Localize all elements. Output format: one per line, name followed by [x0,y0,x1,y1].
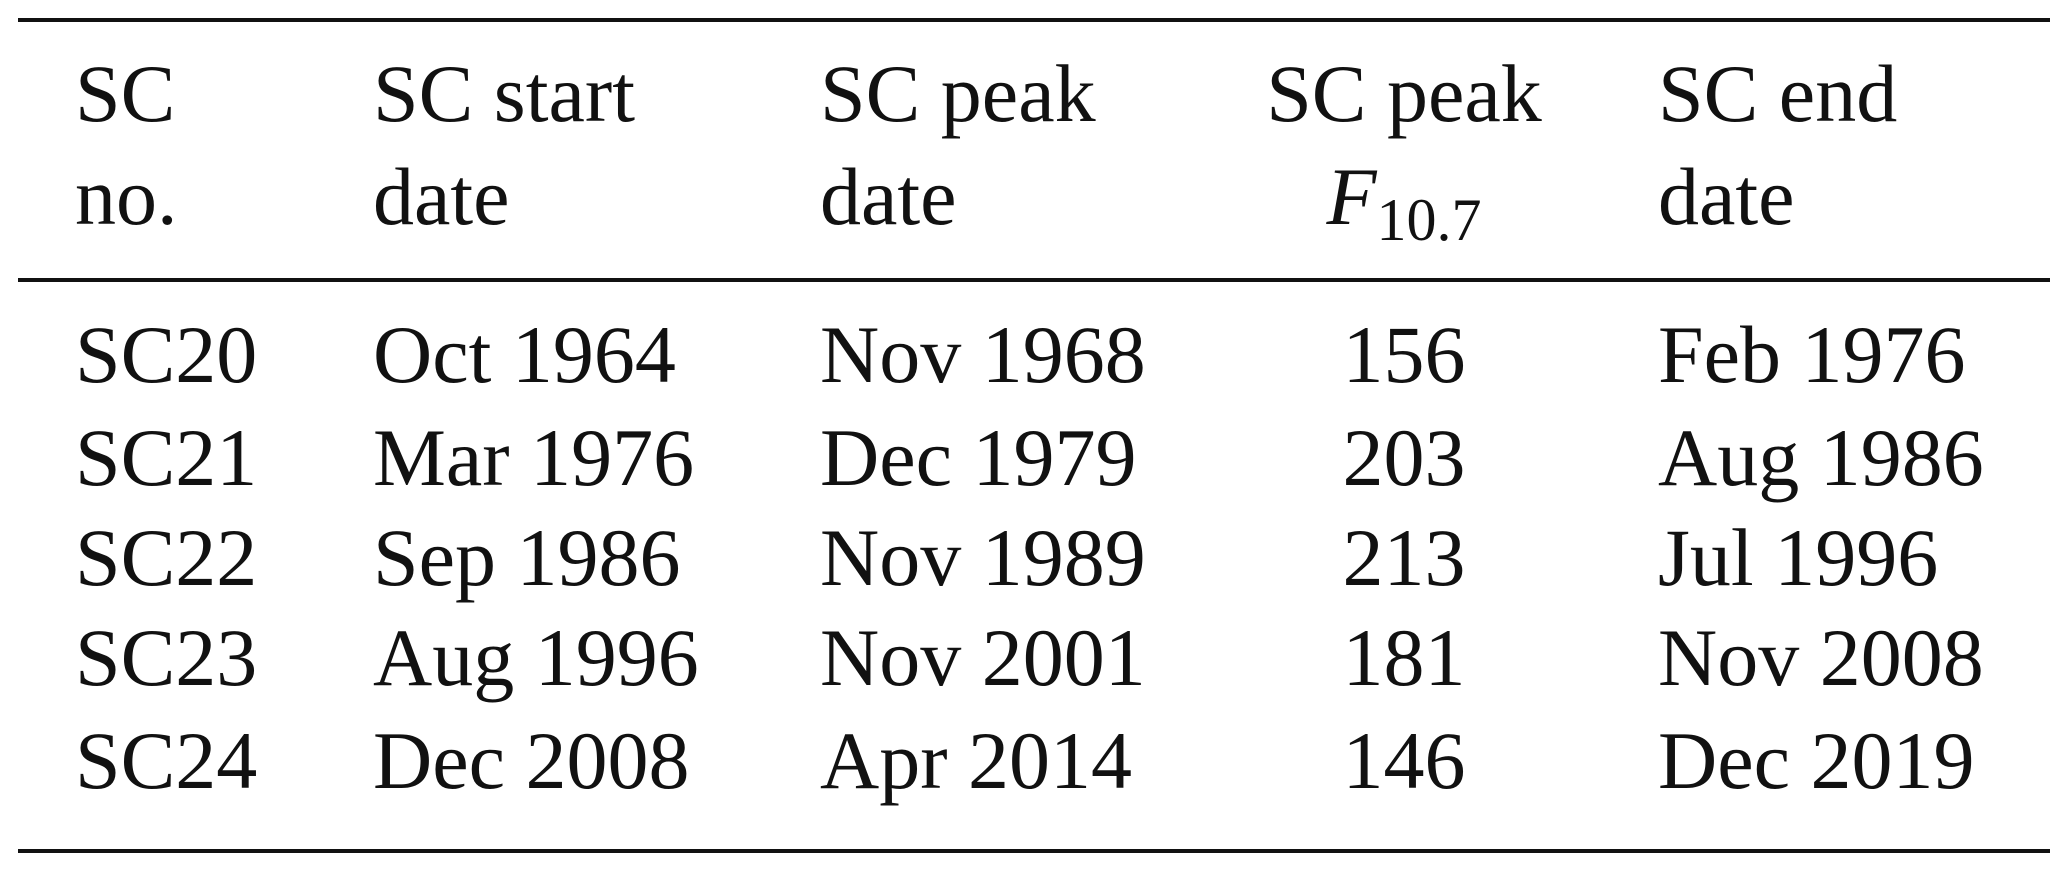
header-text: SC start [373,48,635,139]
cell-text: Dec 2019 [1658,715,1975,806]
cell-text: 146 [1343,715,1466,806]
cell-text: SC22 [75,512,257,603]
header-text: date [1658,151,1795,242]
cell-text: Sep 1986 [373,512,681,603]
cell-text: Dec 1979 [820,412,1137,503]
cell-text: Apr 2014 [820,715,1132,806]
cell-text: 181 [1343,612,1466,703]
cell-text: 203 [1343,412,1466,503]
cell-text: SC20 [75,309,257,400]
cell-text: Mar 1976 [373,412,694,503]
cell-text: SC21 [75,412,257,503]
header-symbol: F [1325,151,1377,242]
header-text: SC peak [820,48,1096,139]
cell-text: Nov 1968 [820,309,1146,400]
cell-text: 213 [1343,512,1466,603]
header-text: SC [75,48,175,139]
header-text: no. [75,151,178,242]
cell-text: Aug 1986 [1658,412,1984,503]
cell-text: Aug 1996 [373,612,699,703]
header-text: F10.7 [1325,151,1481,253]
cell-text: 156 [1343,309,1466,400]
header-text: date [373,151,510,242]
cell-text: SC23 [75,612,257,703]
header-text: date [820,151,957,242]
cell-text: Dec 2008 [373,715,690,806]
header-text: SC end [1658,48,1897,139]
header-subscript: 10.7 [1377,187,1482,253]
cell-text: Feb 1976 [1658,309,1966,400]
cell-text: SC24 [75,715,257,806]
header-text: SC peak [1266,48,1542,139]
cell-text: Nov 1989 [820,512,1146,603]
cell-text: Jul 1996 [1658,512,1938,603]
cell-text: Nov 2008 [1658,612,1984,703]
cell-text: Oct 1964 [373,309,676,400]
cell-text: Nov 2001 [820,612,1146,703]
